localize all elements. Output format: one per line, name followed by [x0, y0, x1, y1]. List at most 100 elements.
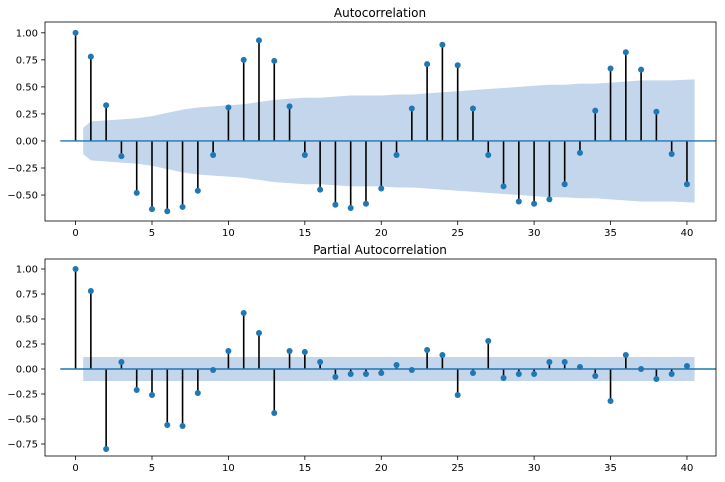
pacf-point	[408, 367, 415, 373]
pacf-panel: 0 5 10 15 20 25 30 35 40 −0.75 −0.50 −0.25 0.00 0.25 0…	[7, 258, 717, 474]
acf-point	[332, 201, 339, 208]
pacf-y-tick-label: 0.00	[16, 365, 38, 376]
acf-point	[485, 152, 492, 159]
pacf-point	[576, 364, 583, 370]
pacf-point	[393, 362, 400, 368]
pacf-point	[240, 310, 247, 316]
acf-point	[408, 105, 415, 112]
pacf-x-tick-label: 0	[72, 463, 78, 474]
acf-point	[240, 56, 247, 63]
acf-axes-frame	[44, 21, 717, 222]
acf-point	[592, 107, 599, 114]
pacf-point	[194, 390, 201, 396]
acf-x-tick-label: 20	[375, 228, 388, 239]
pacf-point	[500, 375, 507, 381]
acf-point	[347, 205, 354, 212]
pacf-point	[561, 359, 568, 365]
pacf-title: Partial Autocorrelation	[313, 243, 447, 257]
pacf-x-tick-label: 40	[681, 463, 694, 474]
pacf-point	[607, 398, 614, 404]
acf-y-tick-label: 0.00	[16, 136, 38, 147]
pacf-point	[87, 288, 94, 294]
acf-point	[469, 105, 476, 112]
pacf-point	[424, 347, 431, 353]
pacf-x-tick-label: 20	[375, 463, 388, 474]
acf-point	[378, 185, 385, 192]
pacf-x-tick-label: 35	[604, 463, 617, 474]
acf-point	[546, 196, 553, 203]
acf-point	[118, 153, 125, 160]
acf-y-tick-label: 0.75	[16, 55, 38, 66]
acf-point	[179, 203, 186, 210]
acf-point	[271, 57, 278, 64]
acf-point	[210, 152, 217, 159]
pacf-point	[286, 348, 293, 354]
pacf-point	[271, 410, 278, 416]
acf-point	[653, 108, 660, 115]
pacf-point	[179, 423, 186, 429]
pacf-point	[515, 371, 522, 377]
pacf-point	[622, 352, 629, 358]
pacf-y-tick-label: −0.75	[7, 440, 38, 451]
acf-point	[317, 186, 324, 193]
acf-point	[194, 187, 201, 194]
acf-x-tick-label: 25	[451, 228, 464, 239]
pacf-x-tick-label: 5	[149, 463, 155, 474]
pacf-point	[485, 338, 492, 344]
pacf-point	[210, 367, 217, 373]
pacf-axes-frame	[44, 258, 717, 457]
pacf-point	[454, 392, 461, 398]
pacf-x-tick-label: 10	[222, 463, 235, 474]
pacf-y-tick-label: 0.75	[16, 290, 38, 301]
acf-panel: 0 5 10 15 20 25 30 35 40 −0.50 −0.25 0.00 0.25 0.50 0.…	[7, 21, 717, 239]
pacf-point	[332, 374, 339, 380]
pacf-point	[546, 359, 553, 365]
pacf-point	[439, 352, 446, 358]
pacf-y-tick-label: 0.25	[16, 340, 38, 351]
pacf-point	[133, 387, 140, 393]
acf-y-tick-label: −0.25	[7, 164, 38, 175]
pacf-point	[531, 371, 538, 377]
acf-point	[133, 189, 140, 196]
acf-title: Autocorrelation	[334, 6, 426, 20]
acf-point	[164, 208, 171, 215]
acf-point	[148, 206, 155, 213]
acf-point	[561, 181, 568, 188]
pacf-point	[148, 392, 155, 398]
pacf-point	[668, 371, 675, 377]
pacf-point	[683, 363, 690, 369]
pacf-point	[362, 371, 369, 377]
pacf-x-tick-label: 15	[298, 463, 311, 474]
acf-y-tick-label: 1.00	[16, 28, 38, 39]
pacf-point	[653, 376, 660, 382]
acf-x-tick-label: 30	[528, 228, 541, 239]
acf-point	[683, 181, 690, 188]
acf-point	[362, 200, 369, 207]
acf-point	[225, 104, 232, 111]
acf-point	[286, 103, 293, 110]
pacf-point	[378, 370, 385, 376]
acf-x-tick-label: 5	[149, 228, 155, 239]
acf-point	[103, 102, 110, 109]
pacf-point	[592, 373, 599, 379]
acf-point	[87, 53, 94, 60]
pacf-x-tick-label: 25	[451, 463, 464, 474]
pacf-point	[469, 370, 476, 376]
acf-point	[439, 41, 446, 48]
pacf-point	[638, 366, 645, 372]
acf-point	[424, 61, 431, 68]
pacf-y-tick-label: −0.25	[7, 390, 38, 401]
acf-point	[668, 150, 675, 157]
acf-point	[622, 49, 629, 56]
pacf-y-tick-label: 0.50	[16, 315, 38, 326]
acf-point	[500, 183, 507, 190]
acf-point	[72, 29, 79, 36]
acf-y-tick-label: 0.50	[16, 82, 38, 93]
acf-x-tick-label: 10	[222, 228, 235, 239]
pacf-point	[103, 446, 110, 452]
acf-point	[607, 65, 614, 72]
pacf-x-tick-label: 30	[528, 463, 541, 474]
pacf-point	[118, 359, 125, 365]
acf-point	[255, 37, 262, 44]
